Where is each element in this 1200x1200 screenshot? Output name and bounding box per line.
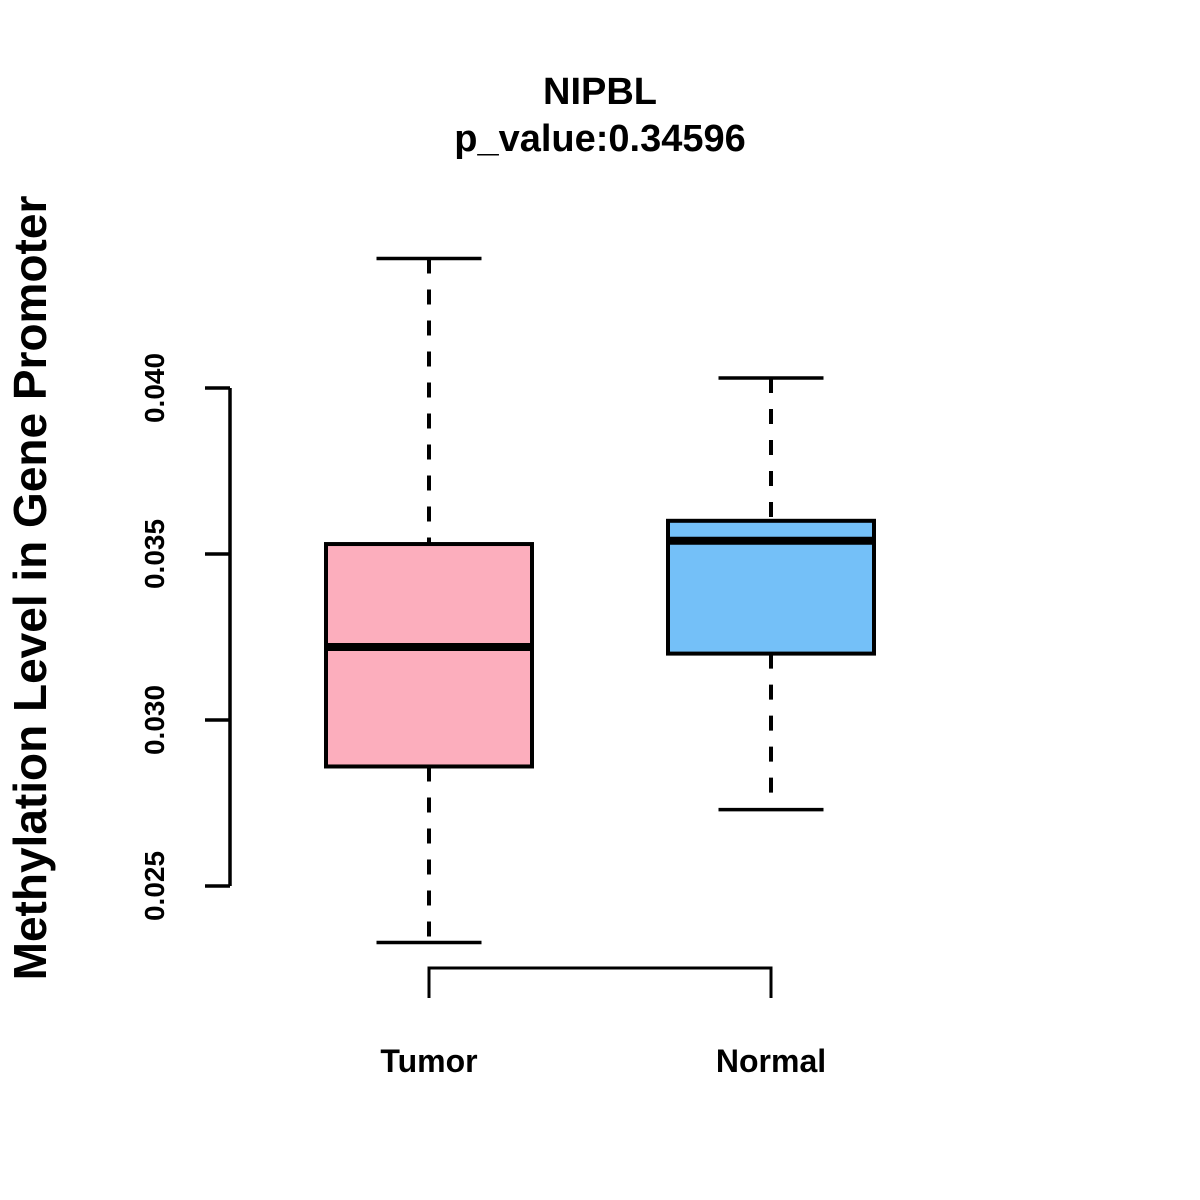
tumor-box bbox=[324, 542, 534, 769]
chart-title: NIPBL bbox=[543, 71, 657, 113]
chart-subtitle: p_value:0.34596 bbox=[454, 118, 746, 160]
y-tick-label: 0.040 bbox=[139, 353, 170, 423]
y-axis: 0.040 0.035 0.030 0.025 bbox=[139, 353, 232, 921]
y-tick-label: 0.025 bbox=[139, 851, 170, 921]
x-axis: Tumor Normal bbox=[380, 966, 826, 1079]
boxes-layer bbox=[324, 256, 876, 945]
y-axis-title: Methylation Level in Gene Promoter bbox=[4, 196, 56, 981]
x-category-label-normal: Normal bbox=[716, 1043, 826, 1079]
y-tick-label: 0.030 bbox=[139, 685, 170, 755]
y-tick-label: 0.035 bbox=[139, 519, 170, 589]
x-category-label-tumor: Tumor bbox=[380, 1043, 477, 1079]
x-axis-bracket bbox=[427, 966, 773, 998]
